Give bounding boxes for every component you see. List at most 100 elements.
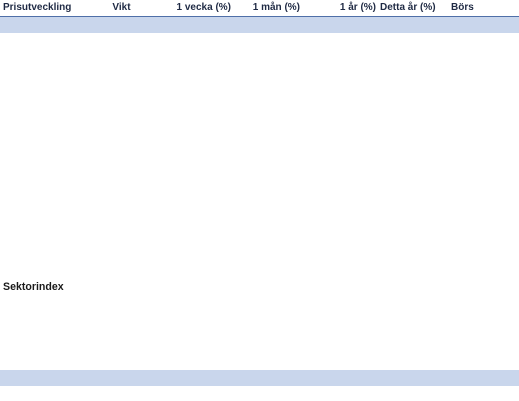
spacer-cell [439, 267, 519, 280]
row-ytd-change [380, 235, 439, 251]
row-week-change [150, 311, 235, 327]
row-month-change [235, 95, 304, 111]
row-year-change [304, 95, 380, 111]
row-weight [93, 95, 150, 111]
row-exchange [439, 173, 519, 189]
spacer-cell [439, 357, 519, 370]
row-ytd-change [380, 173, 439, 189]
spacer-cell [93, 267, 150, 280]
spacer-cell [235, 267, 304, 280]
row-month-change [235, 126, 304, 142]
row-ytd-change [380, 95, 439, 111]
row-name [0, 33, 93, 49]
row-week-change [150, 204, 235, 220]
spacer-cell [0, 267, 93, 280]
row-exchange [439, 311, 519, 327]
spacer-cell [380, 280, 439, 296]
sector-row [0, 326, 519, 342]
row-ytd-change [380, 64, 439, 80]
commodity-row [0, 64, 519, 80]
row-weight [93, 342, 150, 358]
row-weight [93, 79, 150, 95]
row-month-change [235, 64, 304, 80]
row-year-change [304, 33, 380, 49]
row-year-change [304, 64, 380, 80]
spacer-cell [235, 280, 304, 296]
row-ytd-change [380, 111, 439, 127]
row-weight [93, 16, 150, 33]
spacer-cell [304, 267, 380, 280]
commodity-row [0, 235, 519, 251]
row-ytd-change [380, 189, 439, 205]
row-month-change [235, 173, 304, 189]
row-year-change [304, 251, 380, 267]
row-exchange [439, 235, 519, 251]
row-year-change [304, 126, 380, 142]
col-header-ytd: Detta år (%) [380, 0, 439, 17]
row-ytd-change [380, 204, 439, 220]
row-year-change [304, 173, 380, 189]
commodity-row [0, 142, 519, 158]
row-week-change [150, 326, 235, 342]
row-weight [93, 64, 150, 80]
row-exchange [439, 33, 519, 49]
row-exchange [439, 251, 519, 267]
row-name [0, 173, 93, 189]
row-weight [93, 370, 150, 387]
row-year-change [304, 311, 380, 327]
row-ytd-change [380, 48, 439, 64]
row-week-change [150, 126, 235, 142]
row-weight [93, 48, 150, 64]
row-month-change [235, 204, 304, 220]
row-exchange [439, 326, 519, 342]
commodity-row [0, 48, 519, 64]
spacer-cell [304, 280, 380, 296]
commodity-row [0, 95, 519, 111]
row-weight [93, 126, 150, 142]
spacer-row [0, 267, 519, 280]
row-week-change [150, 220, 235, 236]
row-weight [93, 111, 150, 127]
row-year-change [304, 111, 380, 127]
commodity-row [0, 111, 519, 127]
row-name [0, 126, 93, 142]
row-name [0, 370, 93, 387]
row-week-change [150, 235, 235, 251]
row-ytd-change [380, 126, 439, 142]
row-month-change [235, 48, 304, 64]
commodity-row [0, 79, 519, 95]
row-month-change [235, 251, 304, 267]
row-week-change [150, 342, 235, 358]
row-name [0, 48, 93, 64]
spacer-cell [150, 267, 235, 280]
row-name [0, 251, 93, 267]
row-exchange [439, 157, 519, 173]
sector-row [0, 342, 519, 358]
row-name [0, 64, 93, 80]
row-exchange [439, 16, 519, 33]
row-month-change [235, 157, 304, 173]
row-weight [93, 204, 150, 220]
row-ytd-change [380, 79, 439, 95]
row-month-change [235, 142, 304, 158]
commodity-row [0, 251, 519, 267]
row-week-change [150, 79, 235, 95]
row-exchange [439, 79, 519, 95]
row-weight [93, 326, 150, 342]
row-ytd-change [380, 295, 439, 311]
row-year-change [304, 142, 380, 158]
row-weight [93, 142, 150, 158]
row-year-change [304, 370, 380, 387]
row-name [0, 235, 93, 251]
row-name [0, 16, 93, 33]
row-month-change [235, 370, 304, 387]
spacer-cell [380, 357, 439, 370]
row-month-change [235, 342, 304, 358]
row-name [0, 204, 93, 220]
row-month-change [235, 235, 304, 251]
row-exchange [439, 111, 519, 127]
row-exchange [439, 142, 519, 158]
row-weight [93, 220, 150, 236]
spacer-cell [304, 357, 380, 370]
col-header-name: Prisutveckling [0, 0, 93, 17]
